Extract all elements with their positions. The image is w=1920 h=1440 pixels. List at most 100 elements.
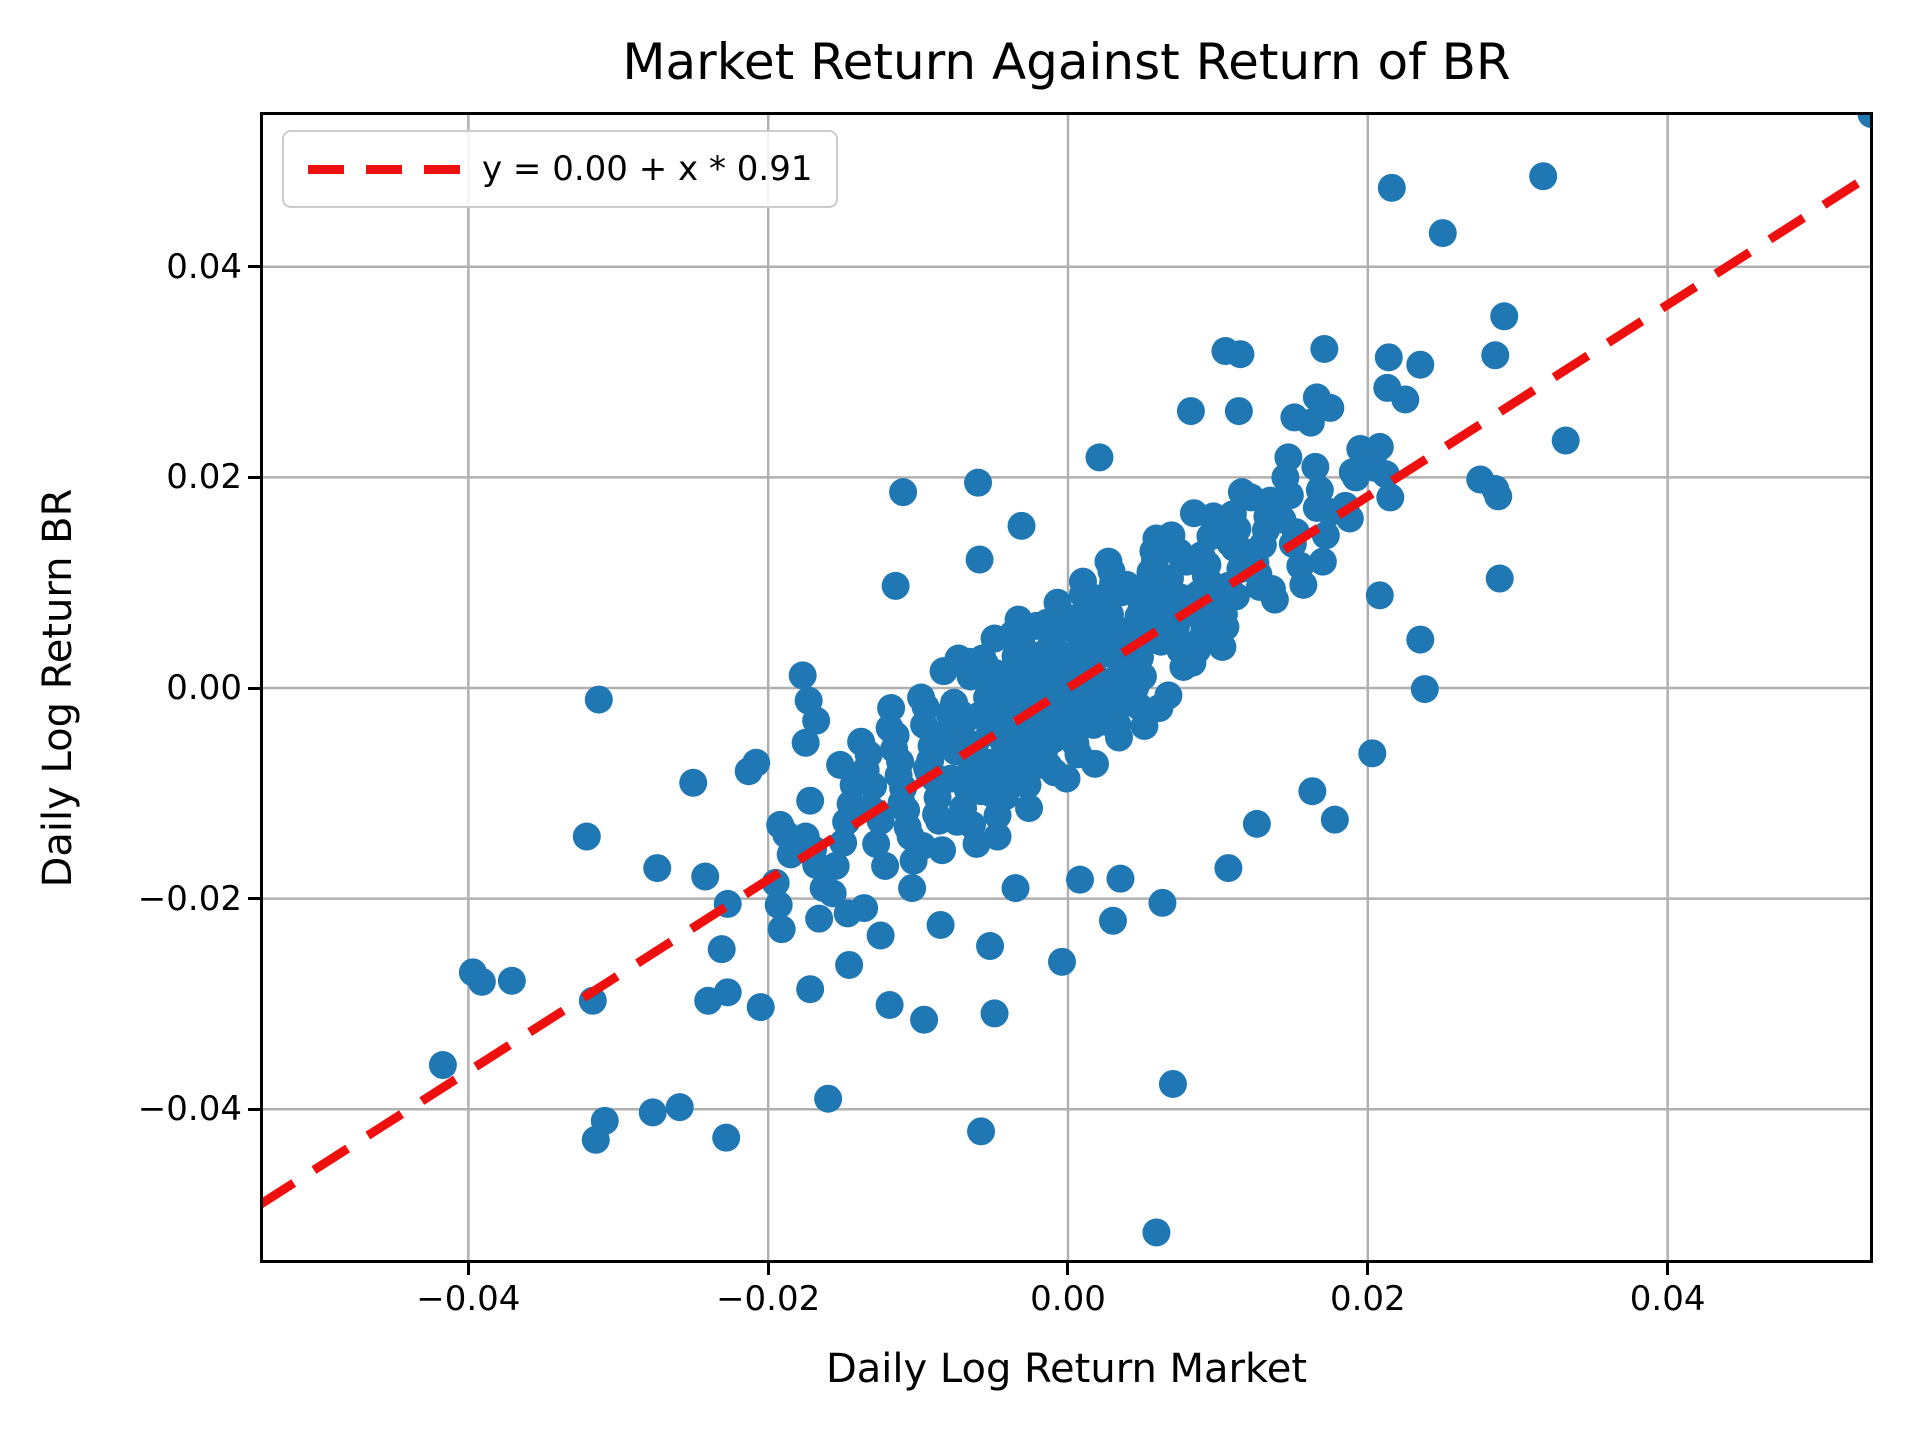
y-tick <box>248 897 260 901</box>
scatter-point <box>1187 541 1216 570</box>
x-tick-label: 0.02 <box>1329 1279 1406 1319</box>
scatter-point <box>1116 684 1145 713</box>
scatter-point <box>983 822 1012 851</box>
scatter-point <box>1311 521 1340 550</box>
scatter-point <box>767 915 796 944</box>
scatter-point <box>871 851 900 880</box>
scatter-point <box>1481 474 1510 503</box>
scatter-point <box>1529 162 1558 191</box>
scatter-point <box>802 706 831 735</box>
scatter-point <box>1208 632 1237 661</box>
scatter-point <box>805 904 834 933</box>
scatter-point <box>707 935 736 964</box>
scatter-point <box>964 468 993 497</box>
scatter-point <box>875 990 904 1019</box>
scatter-point <box>1376 483 1405 512</box>
scatter-point <box>991 782 1020 811</box>
scatter-point <box>859 771 888 800</box>
scatter-point <box>1106 864 1135 893</box>
scatter-point <box>1145 694 1174 723</box>
scatter-point <box>1406 350 1435 379</box>
scatter-point <box>712 1123 741 1152</box>
scatter-point <box>854 740 883 769</box>
x-tick <box>1366 1263 1370 1275</box>
scatter-point <box>976 932 1005 961</box>
scatter-point <box>1248 530 1277 559</box>
scatter-point <box>814 1084 843 1113</box>
y-tick-label: −0.04 <box>137 1089 242 1130</box>
scatter-point <box>1274 443 1303 472</box>
scatter-point <box>1236 483 1265 512</box>
scatter-points <box>428 112 1873 1247</box>
scatter-point <box>1061 729 1090 758</box>
scatter-point <box>1036 706 1065 735</box>
scatter-plot-svg <box>260 112 1873 1263</box>
scatter-point <box>1124 602 1153 631</box>
scatter-point <box>796 975 825 1004</box>
scatter-point <box>1179 499 1208 528</box>
scatter-point <box>910 1005 939 1034</box>
scatter-point <box>643 854 672 883</box>
x-tick <box>466 1263 470 1275</box>
scatter-point <box>791 728 820 757</box>
x-tick <box>1066 1263 1070 1275</box>
scatter-point <box>1485 564 1514 593</box>
scatter-point <box>1128 662 1157 691</box>
chart-title: Market Return Against Return of BR <box>622 33 1511 91</box>
x-tick-label: 0.00 <box>1030 1279 1106 1319</box>
scatter-point <box>572 822 601 851</box>
y-tick <box>248 1107 260 1111</box>
scatter-point <box>910 710 939 739</box>
scatter-point <box>880 735 909 764</box>
scatter-point <box>835 950 864 979</box>
scatter-point <box>1490 302 1519 331</box>
scatter-point <box>1301 452 1330 481</box>
scatter-point <box>1112 570 1141 599</box>
scatter-point <box>665 1093 694 1122</box>
scatter-point <box>1001 874 1030 903</box>
scatter-point <box>898 874 927 903</box>
scatter-point <box>1224 397 1253 426</box>
y-tick-label: 0.00 <box>166 668 242 709</box>
scatter-point <box>1015 794 1044 823</box>
scatter-point <box>1149 602 1178 631</box>
scatter-point <box>1158 1069 1187 1098</box>
scatter-point <box>1320 805 1349 834</box>
scatter-point <box>1289 570 1318 599</box>
scatter-point <box>1268 505 1297 534</box>
scatter-point <box>967 1117 996 1146</box>
scatter-point <box>1242 809 1271 838</box>
scatter-point <box>943 807 972 836</box>
scatter-point <box>866 921 895 950</box>
scatter-point <box>826 750 855 779</box>
scatter-point <box>884 761 913 790</box>
scatter-point <box>691 862 720 891</box>
scatter-point <box>1142 1218 1171 1247</box>
scatter-point <box>1048 947 1077 976</box>
scatter-point <box>829 828 858 857</box>
scatter-point <box>746 993 775 1022</box>
scatter-point <box>467 967 496 996</box>
scatter-point <box>1028 640 1057 669</box>
scatter-point <box>766 810 795 839</box>
scatter-point <box>1065 865 1094 894</box>
scatter-point <box>1338 458 1367 487</box>
scatter-point <box>1365 581 1394 610</box>
axes-frame <box>260 112 1873 1263</box>
plot-area <box>260 112 1873 1263</box>
scatter-point <box>862 829 891 858</box>
scatter-point <box>1377 173 1406 202</box>
scatter-point <box>1091 707 1120 736</box>
scatter-point <box>1365 432 1394 461</box>
scatter-point <box>1004 605 1033 634</box>
y-axis-label: Daily Log Return BR <box>35 488 81 888</box>
scatter-point <box>679 768 708 797</box>
scatter-point <box>1034 751 1063 780</box>
x-tick-label: −0.02 <box>716 1279 821 1319</box>
scatter-point <box>1551 426 1580 455</box>
scatter-point <box>1068 567 1097 596</box>
scatter-point <box>1094 547 1123 576</box>
scatter-point <box>821 851 850 880</box>
y-tick-label: −0.02 <box>137 878 242 919</box>
scatter-point <box>1209 600 1238 629</box>
